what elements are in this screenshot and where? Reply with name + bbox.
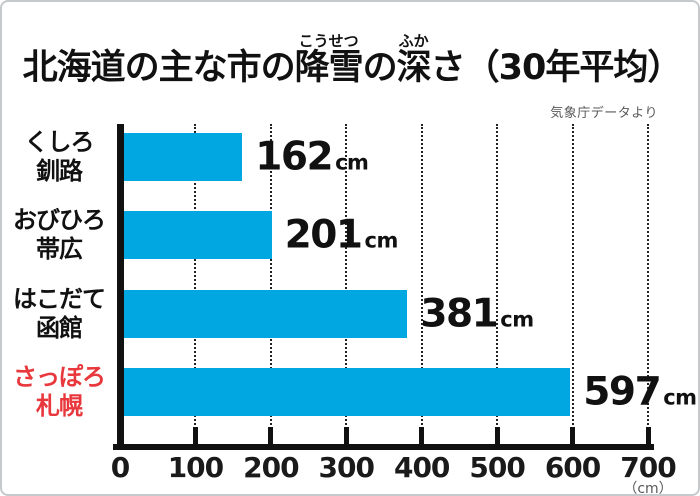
category-labels: くしろ 釧路 おびひろ 帯広 はこだて 函館 さっぽろ 札幌	[4, 124, 114, 444]
value-number: 597	[583, 369, 661, 415]
x-tick-label-0: 0	[110, 451, 130, 484]
city-label-函館: はこだて 函館	[4, 285, 114, 343]
bar-value-label: 201 cm	[284, 212, 399, 258]
city-label-kanji: 函館	[36, 313, 83, 342]
value-unit: cm	[335, 150, 369, 175]
chart-header: 北海道の主な市の降雪こうせつの深ふかさ（30年平均）	[2, 32, 698, 91]
value-number: 201	[284, 212, 363, 258]
gridline-300	[345, 124, 348, 444]
value-number: 162	[255, 134, 333, 180]
x-tick-label-600: 600	[544, 451, 601, 484]
source-note: 気象庁データより	[550, 106, 658, 121]
value-unit: cm	[500, 307, 534, 332]
bar-釧路	[120, 133, 243, 181]
gridline-500	[496, 124, 499, 444]
x-tick-label-200: 200	[243, 451, 299, 484]
bar-value-label: 381 cm	[420, 291, 534, 337]
plot-area: 162 cm 201 cm 381 cm 597 cm	[120, 124, 697, 444]
title-ruby-fuka: 深ふか	[396, 32, 432, 88]
x-tick-label-300: 300	[318, 451, 375, 484]
bar-札幌	[120, 367, 571, 416]
x-axis-tick-500	[494, 427, 500, 444]
city-label-帯広: おびひろ 帯広	[4, 206, 114, 264]
city-label-kanji: 札幌	[36, 391, 83, 420]
gridline-100	[194, 124, 197, 444]
bar-value-label: 162 cm	[255, 134, 369, 180]
axis-unit-label: （cm）	[623, 481, 673, 496]
title-segment: の	[362, 48, 398, 88]
x-tick-label-500: 500	[469, 451, 525, 484]
x-tick-label-100: 100	[167, 451, 224, 484]
bar-value-label: 597 cm	[583, 369, 697, 415]
x-axis-tick-700	[645, 427, 651, 444]
value-unit: cm	[364, 228, 399, 253]
city-label-kana: さっぽろ	[13, 362, 106, 391]
bar-函館	[120, 289, 408, 338]
bar-帯広	[120, 211, 272, 260]
city-label-kana: くしろ	[24, 128, 95, 156]
chart-title: 北海道の主な市の降雪こうせつの深ふかさ（30年平均）	[22, 32, 683, 91]
value-number: 381	[420, 291, 498, 337]
title-segment: 北海道の主な市の	[22, 48, 296, 88]
city-label-kanji: 釧路	[36, 157, 83, 185]
x-axis-line	[113, 444, 654, 450]
x-axis-tick-400	[419, 427, 425, 444]
title-ruby-kousetsu: 降雪こうせつ	[294, 32, 364, 88]
gridline-700	[647, 124, 649, 444]
gridline-200	[269, 124, 272, 444]
y-axis-line	[117, 124, 124, 450]
city-label-kanji: 帯広	[36, 235, 83, 264]
x-axis-tick-200	[268, 427, 274, 444]
city-label-釧路: くしろ 釧路	[4, 128, 114, 186]
x-tick-label-400: 400	[393, 451, 450, 484]
value-unit: cm	[663, 385, 697, 410]
gridline-400	[420, 124, 423, 444]
city-label-kana: はこだて	[13, 284, 106, 313]
city-label-札幌: さっぽろ 札幌	[4, 363, 114, 421]
x-axis-tick-600	[570, 427, 576, 444]
x-axis-tick-300	[343, 427, 349, 444]
x-axis-tick-100	[192, 427, 198, 444]
city-label-kana: おびひろ	[13, 206, 106, 235]
gridline-600	[571, 124, 574, 444]
x-tick-label-700: 700	[620, 451, 676, 484]
title-segment: さ（30年平均）	[430, 48, 683, 88]
